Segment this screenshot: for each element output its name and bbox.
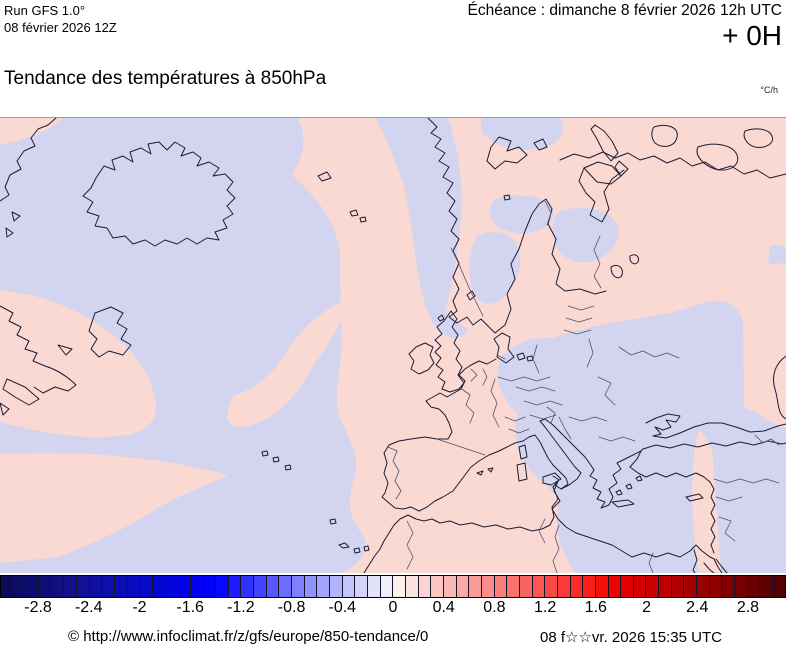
colorbar-cell [494, 576, 508, 597]
colorbar-cell [633, 576, 647, 597]
colorbar-cell [671, 576, 685, 597]
colorbar-cell [241, 576, 255, 597]
unit-label: °C/h [760, 85, 778, 95]
colorbar-tick-label: 0 [388, 599, 398, 616]
colorbar-cell [583, 576, 596, 597]
colorbar-tick-label: 2.4 [686, 599, 709, 616]
colorbar-cell [646, 576, 660, 597]
colorbar-cell [279, 576, 293, 597]
colorbar-cell [519, 576, 533, 597]
colorbar-cell [722, 576, 736, 597]
colorbar-cell [406, 576, 419, 597]
colorbar-cell [608, 576, 622, 597]
colorbar-cell [355, 576, 369, 597]
colorbar-cell [38, 576, 52, 597]
colorbar-cell [545, 576, 558, 597]
colorbar-cell [330, 576, 343, 597]
colorbar-cell [165, 576, 179, 597]
copyright-link[interactable]: © http://www.infoclimat.fr/z/gfs/europe/… [68, 628, 429, 645]
colorbar-cell [228, 576, 242, 597]
colorbar-cell [127, 576, 141, 597]
colorbar-cell [456, 576, 470, 597]
colorbar-cell [1, 576, 14, 597]
colorbar-cell [659, 576, 672, 597]
colorbar-cell [254, 576, 267, 597]
colorbar-cell [621, 576, 634, 597]
colorbar-cell [443, 576, 457, 597]
colorbar-cell [152, 576, 166, 597]
colorbar-tick-label: 2.8 [736, 599, 760, 616]
colorbar-cell [735, 576, 748, 597]
colorbar-cell [102, 576, 115, 597]
colorbar-labels: -2.8 -2.4 -2 -1.6 -1.2 -0.8 -0.4 0 0.4 0.8 1.2 1.6 2… [0, 599, 786, 617]
colorbar-cell [51, 576, 65, 597]
colorbar-cell [266, 576, 280, 597]
colorbar-cell [684, 576, 698, 597]
colorbar-cell [431, 576, 444, 597]
colorbar-cell [203, 576, 217, 597]
colorbar-cell [216, 576, 229, 597]
colorbar-cell [380, 576, 394, 597]
colorbar-cell [13, 576, 27, 597]
run-model-label: Run GFS 1.0° [4, 3, 86, 18]
country-borders [387, 200, 780, 573]
colorbar-cell [342, 576, 356, 597]
generation-datetime: 08 f☆☆vr. 2026 15:35 UTC [540, 629, 722, 646]
colorbar-cell [557, 576, 571, 597]
colorbar-cell [709, 576, 723, 597]
weather-map [0, 117, 786, 573]
europe-map-canvas [0, 118, 786, 573]
run-info: Run GFS 1.0° 08 février 2026 12Z [4, 2, 117, 36]
map-positive-patches [0, 118, 786, 573]
page-title: Tendance des températures à 850hPa [4, 68, 327, 89]
colorbar-cell [595, 576, 609, 597]
colorbar-cell [418, 576, 432, 597]
colorbar-cell [507, 576, 520, 597]
colorbar-cell [140, 576, 153, 597]
colorbar-cell [190, 576, 204, 597]
colorbar-tick-label: -2 [132, 599, 147, 616]
colorbar-cell [469, 576, 482, 597]
colorbar-tick-label: -0.8 [277, 599, 306, 616]
colorbar-cell [26, 576, 39, 597]
colorbar-tick-label: -0.4 [328, 599, 357, 616]
colorbar-tick-label: 0.4 [432, 599, 455, 616]
colorbar-tick-label: 2 [642, 599, 651, 616]
colorbar-cell [760, 576, 774, 597]
colorbar-cell [304, 576, 318, 597]
colorbar-tick-label: -2.4 [74, 599, 103, 616]
colorbar-cell [89, 576, 103, 597]
colorbar-cell [368, 576, 381, 597]
coastlines [0, 118, 786, 573]
colorbar-cell [570, 576, 584, 597]
colorbar-tick-label: 1.2 [534, 599, 557, 616]
colorbar-cell [773, 576, 785, 597]
colorbar-cell [317, 576, 331, 597]
colorbar-cell [178, 576, 191, 597]
colorbar-cell [393, 576, 406, 597]
colorbar-tick-label: -1.2 [227, 599, 255, 616]
colorbar-cell [64, 576, 77, 597]
colorbar-cell [532, 576, 546, 597]
echeance-label: Échéance : dimanche 8 février 2026 12h U… [467, 2, 782, 19]
forecast-step-label: + 0H [722, 20, 782, 51]
run-date-label: 08 février 2026 12Z [4, 20, 117, 35]
colorbar-cell [747, 576, 761, 597]
colorbar-cell [76, 576, 90, 597]
colorbar-tick-label: -1.6 [176, 599, 204, 616]
colorbar-cell [292, 576, 305, 597]
colorbar-tick-label: 0.8 [483, 599, 506, 616]
colorbar-tick-label: -2.8 [24, 599, 52, 616]
colorbar-tick-label: 1.6 [584, 599, 607, 616]
colorbar-cell [697, 576, 710, 597]
colorbar [0, 575, 786, 598]
colorbar-cell [481, 576, 495, 597]
colorbar-cell [114, 576, 128, 597]
